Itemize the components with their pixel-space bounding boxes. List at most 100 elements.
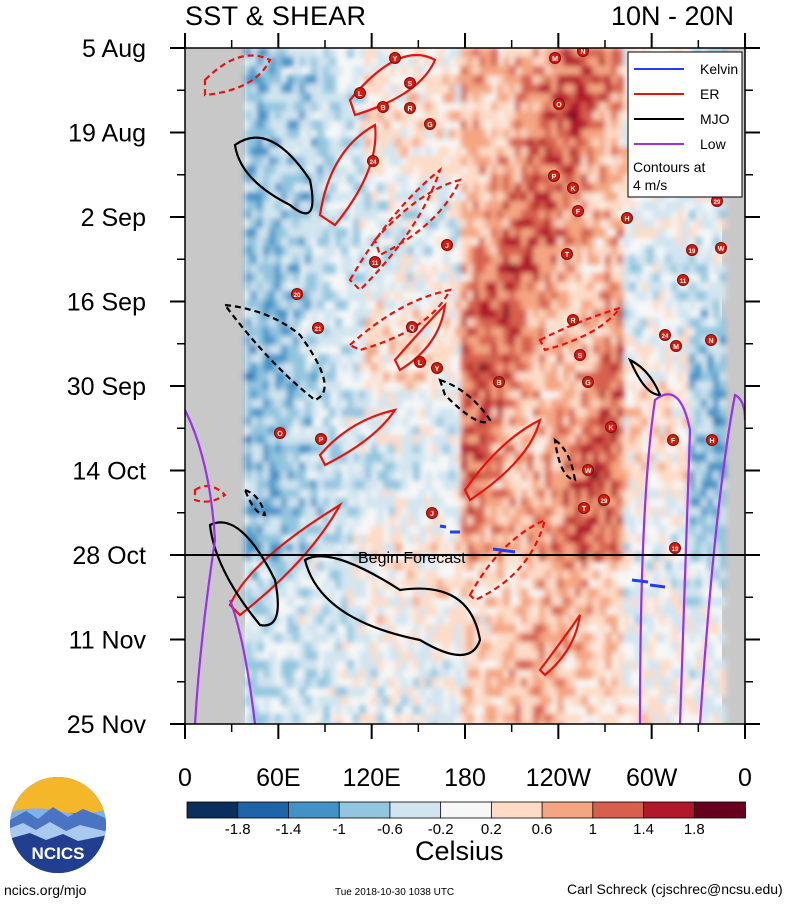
- field-cell: [647, 381, 654, 391]
- field-cell: [467, 300, 474, 310]
- field-cell: [251, 237, 258, 247]
- field-cell: [635, 588, 642, 598]
- storm-marker: J: [426, 507, 438, 519]
- field-cell: [431, 498, 438, 508]
- field-cell: [473, 192, 480, 202]
- field-cell: [575, 309, 582, 319]
- field-cell: [287, 291, 294, 301]
- field-cell: [263, 201, 270, 211]
- field-cell: [317, 255, 324, 265]
- field-cell: [479, 255, 486, 265]
- field-cell: [515, 210, 522, 220]
- field-cell: [461, 435, 468, 445]
- field-cell: [503, 462, 510, 472]
- field-cell: [617, 561, 624, 571]
- field-cell: [419, 156, 426, 166]
- field-cell: [269, 336, 276, 346]
- field-cell: [431, 156, 438, 166]
- field-cell: [449, 606, 456, 616]
- field-cell: [665, 345, 672, 355]
- field-cell: [551, 228, 558, 238]
- field-cell: [341, 408, 348, 418]
- storm-marker: M: [670, 340, 682, 352]
- field-cell: [467, 372, 474, 382]
- field-cell: [707, 327, 714, 337]
- field-cell: [551, 246, 558, 256]
- field-cell: [719, 210, 726, 220]
- field-cell: [401, 444, 408, 454]
- field-cell: [431, 354, 438, 364]
- field-cell: [449, 624, 456, 634]
- field-cell: [545, 453, 552, 463]
- field-cell: [533, 255, 540, 265]
- field-cell: [287, 633, 294, 643]
- field-cell: [353, 291, 360, 301]
- field-cell: [389, 129, 396, 139]
- field-cell: [509, 525, 516, 535]
- field-cell: [689, 228, 696, 238]
- field-cell: [461, 516, 468, 526]
- field-cell: [347, 327, 354, 337]
- field-cell: [335, 696, 342, 706]
- field-cell: [497, 399, 504, 409]
- field-cell: [461, 687, 468, 697]
- field-cell: [305, 345, 312, 355]
- field-cell: [575, 264, 582, 274]
- field-cell: [347, 48, 354, 58]
- field-cell: [365, 714, 372, 724]
- field-cell: [425, 147, 432, 157]
- field-cell: [263, 291, 270, 301]
- field-cell: [359, 111, 366, 121]
- field-cell: [413, 66, 420, 76]
- field-cell: [251, 435, 258, 445]
- field-cell: [497, 453, 504, 463]
- field-cell: [599, 228, 606, 238]
- field-cell: [713, 291, 720, 301]
- field-cell: [617, 444, 624, 454]
- field-cell: [491, 174, 498, 184]
- field-cell: [335, 66, 342, 76]
- field-cell: [587, 75, 594, 85]
- field-cell: [371, 408, 378, 418]
- field-cell: [479, 120, 486, 130]
- field-cell: [281, 363, 288, 373]
- field-cell: [617, 516, 624, 526]
- field-cell: [605, 84, 612, 94]
- field-cell: [311, 300, 318, 310]
- field-cell: [299, 354, 306, 364]
- field-cell: [383, 138, 390, 148]
- field-cell: [539, 525, 546, 535]
- field-cell: [491, 345, 498, 355]
- field-cell: [323, 561, 330, 571]
- field-cell: [503, 651, 510, 661]
- field-cell: [617, 174, 624, 184]
- field-cell: [665, 255, 672, 265]
- field-cell: [287, 660, 294, 670]
- field-cell: [563, 642, 570, 652]
- field-cell: [299, 237, 306, 247]
- field-cell: [491, 390, 498, 400]
- field-cell: [323, 327, 330, 337]
- storm-marker: W: [582, 464, 594, 476]
- field-cell: [611, 597, 618, 607]
- field-cell: [641, 363, 648, 373]
- field-cell: [461, 327, 468, 337]
- storm-marker-body: [578, 502, 590, 514]
- field-cell: [605, 48, 612, 58]
- field-cell: [569, 120, 576, 130]
- field-cell: [599, 669, 606, 679]
- field-cell: [461, 57, 468, 67]
- field-cell: [719, 327, 726, 337]
- field-cell: [611, 534, 618, 544]
- field-cell: [689, 264, 696, 274]
- field-cell: [413, 633, 420, 643]
- field-cell: [491, 525, 498, 535]
- field-cell: [485, 516, 492, 526]
- field-cell: [449, 480, 456, 490]
- y-tick-label: 14 Oct: [72, 458, 146, 486]
- field-cell: [431, 390, 438, 400]
- field-cell: [545, 534, 552, 544]
- field-cell: [347, 687, 354, 697]
- field-cell: [557, 120, 564, 130]
- field-cell: [275, 291, 282, 301]
